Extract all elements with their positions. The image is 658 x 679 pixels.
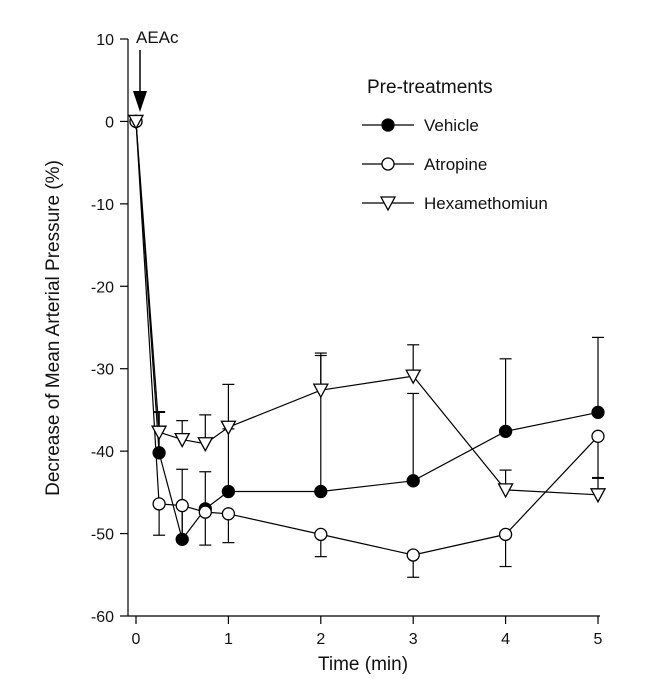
data-point [152,497,166,511]
legend-marker [381,118,395,132]
data-point [198,505,212,519]
y-tick-label: -10 [91,197,114,214]
data-point [591,429,605,443]
legend-marker [379,196,397,212]
data-point [175,498,189,513]
data-point [405,369,422,385]
y-axis-label: Decrease of Mean Arterial Pressure (%) [43,160,64,496]
x-axis-label: Time (min) [318,654,408,675]
legend: Pre-treatments Vehicle Atropine Hexamethom… [362,77,548,213]
data-point [406,548,420,562]
data-point [314,484,328,499]
annotation: AEAc [133,28,179,112]
data-point [152,446,166,460]
legend-marker [381,157,395,171]
legend-label: Hexamethomiun [424,194,548,213]
y-tick-label: -20 [91,279,114,296]
x-tick-label: 3 [409,631,418,648]
annotation-arrow-head [133,91,147,112]
data-point [498,424,513,439]
data-point [174,432,191,448]
x-tick-label: 0 [132,631,141,648]
y-tick-label: 0 [105,114,114,131]
y-tick-label: -40 [91,444,114,461]
data-point [151,425,168,441]
y-tick-label: 10 [96,32,114,49]
data-point [406,474,420,488]
data-point [312,383,329,399]
data-point [220,420,237,436]
data-point [497,483,514,499]
x-tick-label: 1 [224,631,233,648]
legend-title: Pre-treatments [367,77,493,98]
data-point [221,484,236,499]
x-tick-label: 4 [501,631,510,648]
legend-label: Vehicle [424,116,479,135]
y-tick-label: -30 [91,362,114,379]
y-tick-label: -60 [91,609,114,626]
data-point [221,507,236,521]
data-point [314,527,328,542]
legend-label: Atropine [424,155,487,174]
data-point [197,437,214,453]
data-point [591,405,605,420]
data-point [589,488,607,504]
x-tick-label: 5 [594,631,603,648]
axes: 10 0 -10 -20 -30 -40 -50 -60 0 1 2 3 4 5 [91,32,603,648]
y-tick-label: -50 [91,527,114,544]
x-tick-label: 2 [316,631,325,648]
series-markers [127,114,607,562]
data-point [127,114,145,130]
data-point [498,527,513,542]
annotation-label: AEAc [136,28,179,47]
error-bars [153,336,604,578]
data-point [175,532,189,546]
